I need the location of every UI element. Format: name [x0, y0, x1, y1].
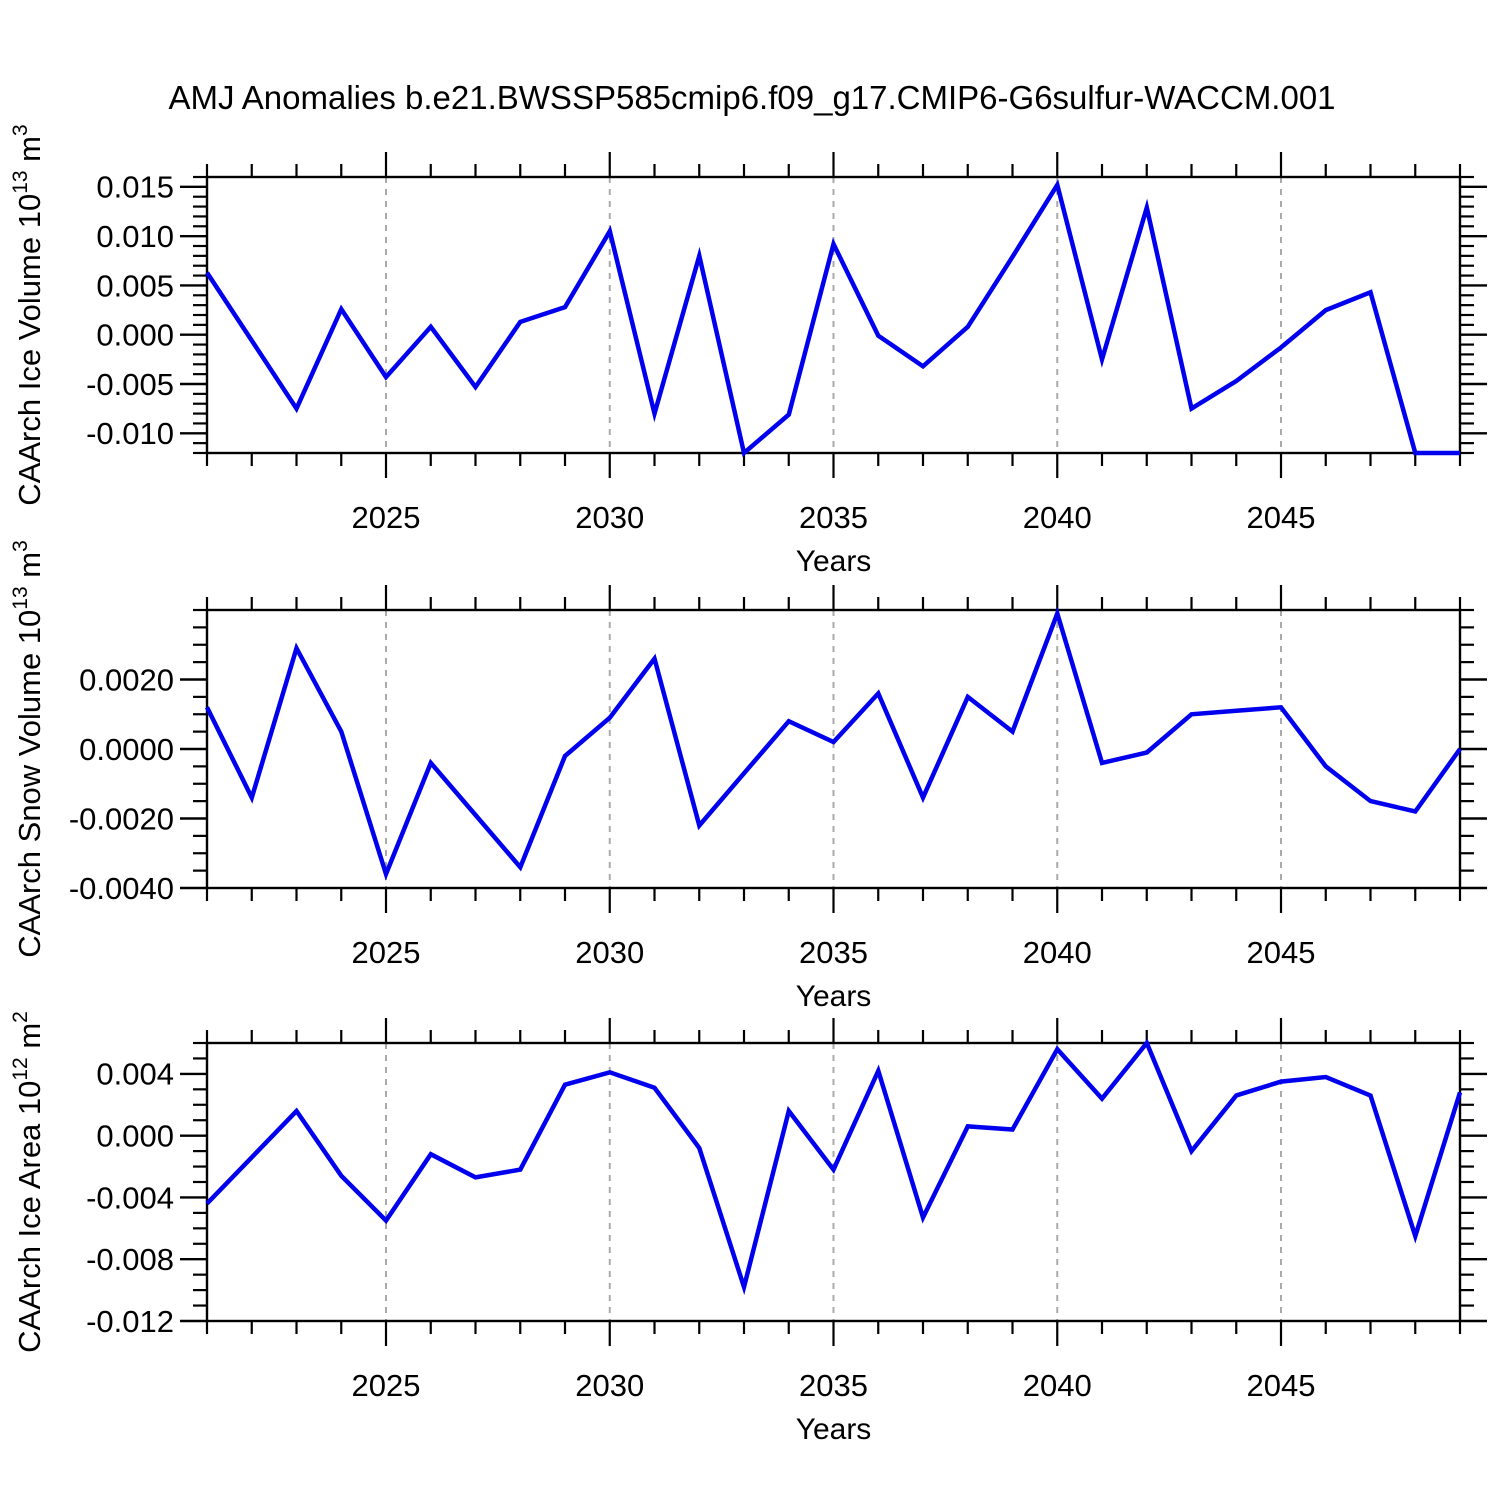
- x-tick-label: 2025: [352, 935, 421, 970]
- y-axis-label-unit-exponent: 3: [9, 124, 32, 136]
- y-tick-label: 0.000: [96, 318, 174, 353]
- y-axis-label-exponent: 12: [9, 1057, 32, 1080]
- x-tick-label: 2040: [1023, 500, 1092, 535]
- y-tick-label: 0.015: [96, 170, 174, 205]
- x-tick-label: 2045: [1247, 935, 1316, 970]
- x-tick-label: 2025: [352, 1368, 421, 1403]
- y-axis-label: CAArch Snow Volume 1013 m3: [9, 540, 47, 958]
- plot-area: 0.0020 0.0000 -0.0020 -0.0040 2025 2030 2035 20…: [69, 585, 1487, 1013]
- y-axis-label-base: CAArch Ice Volume 10: [12, 194, 47, 506]
- y-axis-label-unit: m: [12, 552, 47, 586]
- plot-area: 0.015 0.010 0.005 0.000 -0.005 -0.010 2025 2030…: [86, 152, 1487, 578]
- x-tick-label: 2030: [575, 500, 644, 535]
- x-tick-label: 2045: [1247, 500, 1316, 535]
- x-tick-label: 2025: [352, 500, 421, 535]
- x-tick-label: 2030: [575, 935, 644, 970]
- y-tick-label: 0.000: [96, 1119, 174, 1154]
- data-line: [204, 606, 1462, 881]
- y-tick-label: 0.010: [96, 219, 174, 254]
- y-tick-label: -0.012: [86, 1304, 174, 1339]
- data-line: [205, 1038, 1463, 1296]
- y-axis-label-base: CAArch Snow Volume 10: [12, 610, 47, 958]
- x-axis-label: Years: [796, 545, 872, 578]
- x-tick-label: 2045: [1247, 1368, 1316, 1403]
- y-axis-label-unit: m: [12, 1023, 47, 1057]
- x-tick-label: 2040: [1023, 1368, 1092, 1403]
- y-tick-label: -0.004: [86, 1180, 174, 1215]
- y-axis-label: CAArch Ice Volume 1013 m3: [9, 124, 47, 505]
- y-axis-label-exponent: 13: [9, 586, 32, 609]
- y-axis-label: CAArch Ice Area 1012 m2: [9, 1011, 47, 1353]
- y-tick-label: -0.0020: [69, 801, 174, 836]
- data-line: [205, 179, 1460, 458]
- x-tick-label: 2040: [1023, 935, 1092, 970]
- y-axis-label-base: CAArch Ice Area 10: [12, 1081, 47, 1353]
- y-tick-label: 0.0020: [79, 662, 174, 697]
- y-tick-label: 0.005: [96, 268, 174, 303]
- x-axis-label: Years: [796, 1413, 872, 1446]
- y-axis-label-exponent: 13: [9, 170, 32, 193]
- y-tick-label: -0.010: [86, 416, 174, 451]
- y-axis-label-unit-exponent: 2: [9, 1011, 32, 1023]
- y-axis-label-unit: m: [12, 136, 47, 170]
- x-tick-label: 2030: [575, 1368, 644, 1403]
- y-tick-label: 0.004: [96, 1057, 174, 1092]
- panel-ice-area: CAArch Ice Area 1012 m2 0.004 0.000 -0.004…: [9, 1011, 1487, 1446]
- chart-title: AMJ Anomalies b.e21.BWSSP585cmip6.f09_g1…: [168, 79, 1335, 116]
- x-tick-label: 2035: [799, 935, 868, 970]
- y-axis-label-unit-exponent: 3: [9, 540, 32, 552]
- x-tick-label: 2035: [799, 1368, 868, 1403]
- x-tick-label: 2035: [799, 500, 868, 535]
- x-axis-label: Years: [796, 980, 872, 1013]
- y-tick-label: -0.0040: [69, 871, 174, 906]
- panel-ice-volume: CAArch Ice Volume 1013 m3 0.0150.0100.00…: [9, 124, 1487, 578]
- plot-area: 0.004 0.000 -0.004 -0.008 -0.012 2025 2030 2035…: [86, 1018, 1487, 1446]
- y-tick-label: -0.008: [86, 1242, 174, 1277]
- y-tick-label: 0.0000: [79, 732, 174, 767]
- panel-snow-volume: CAArch Snow Volume 1013 m3 0.0020 0.0000 -…: [9, 540, 1487, 1013]
- y-tick-label: -0.005: [86, 367, 174, 402]
